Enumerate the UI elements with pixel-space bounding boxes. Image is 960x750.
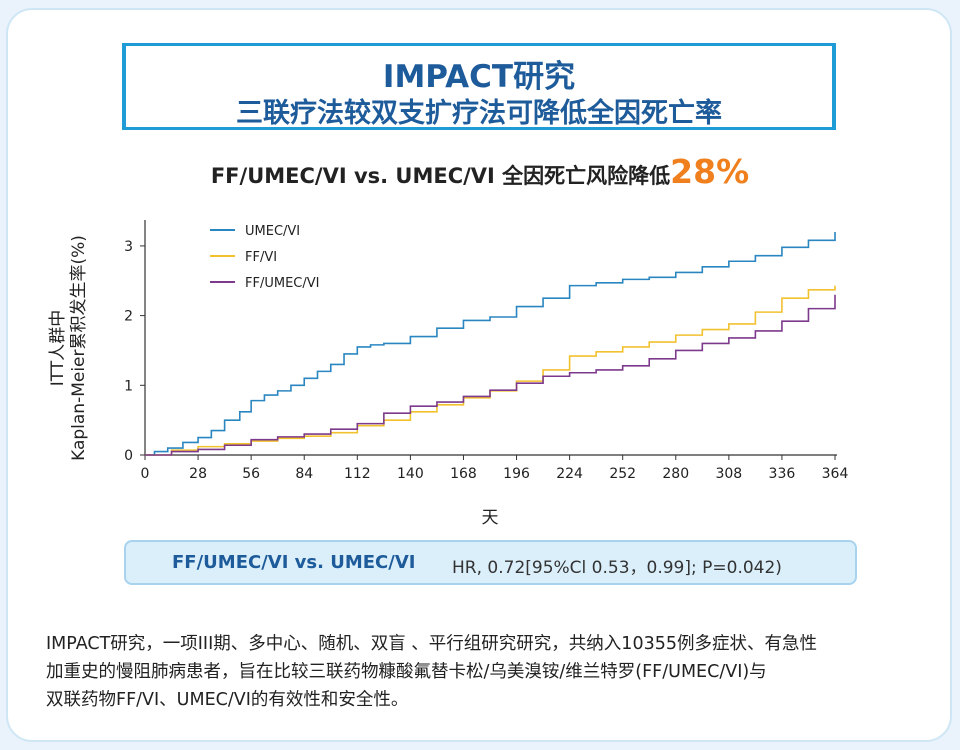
hr-result: HR, 0.72[95%Cl 0.53，0.99]; P=0.042) xyxy=(452,558,782,578)
x-tick-label: 168 xyxy=(450,466,477,482)
headline-text: FF/UMEC/VI vs. UMEC/VI 全因死亡风险降低 xyxy=(210,164,671,188)
series-line xyxy=(145,231,836,456)
x-tick-label: 112 xyxy=(344,466,371,482)
x-axis-label: 天 xyxy=(482,508,499,528)
x-tick-label: 280 xyxy=(662,466,689,482)
chart-axes: 0 28 56 84 112 140 168 196 224 252 280 308 336 364 0 1 2… xyxy=(124,220,848,482)
x-tick-label: 0 xyxy=(141,466,150,482)
legend-label: FF/UMEC/VI xyxy=(245,276,319,291)
x-tick-label: 308 xyxy=(715,466,742,482)
x-tick-label: 140 xyxy=(397,466,424,482)
y-tick-label: 3 xyxy=(124,239,133,255)
study-description: IMPACT研究，一项III期、多中心、随机、双盲 、平行组研究研究，共纳入10… xyxy=(46,630,926,714)
banner-title: IMPACT研究 xyxy=(382,59,576,95)
x-tick-label: 364 xyxy=(822,466,849,482)
y-axis-label-line1: ITT人群中 xyxy=(48,310,68,386)
description-line: 双联药物FF/VI、UMEC/VI的有效性和安全性。 xyxy=(46,690,409,710)
x-tick-label: 336 xyxy=(769,466,796,482)
x-tick-label: 196 xyxy=(503,466,530,482)
y-tick-label: 2 xyxy=(124,309,133,325)
headline-highlight: 28% xyxy=(670,152,750,191)
series-line xyxy=(145,285,836,456)
banner-border-bottom xyxy=(122,127,836,130)
content-card xyxy=(6,8,952,742)
banner-border-right xyxy=(832,43,836,130)
banner-border-top xyxy=(122,43,836,46)
x-tick-label: 224 xyxy=(556,466,583,482)
title-banner: IMPACT研究 三联疗法较双支扩疗法可降低全因死亡率 xyxy=(122,43,836,130)
x-tick-label: 28 xyxy=(189,466,207,482)
km-chart: 0 28 56 84 112 140 168 196 224 252 280 308 336 364 0 1 2… xyxy=(48,220,848,528)
y-axis-label-line2: Kaplan-Meier累积发生率(%) xyxy=(69,235,89,461)
banner-border-left xyxy=(122,43,126,130)
y-tick-label: 0 xyxy=(124,448,133,464)
banner-subtitle: 三联疗法较双支扩疗法可降低全因死亡率 xyxy=(236,98,722,129)
x-tick-label: 252 xyxy=(609,466,636,482)
hr-comparison: FF/UMEC/VI vs. UMEC/VI xyxy=(172,552,416,573)
description-line: IMPACT研究，一项III期、多中心、随机、双盲 、平行组研究研究，共纳入10… xyxy=(46,634,817,654)
series-line xyxy=(145,294,836,456)
legend-label: FF/VI xyxy=(245,250,277,265)
y-tick-label: 1 xyxy=(124,378,133,394)
x-tick-label: 84 xyxy=(295,466,313,482)
x-tick-label: 56 xyxy=(242,466,260,482)
headline: FF/UMEC/VI vs. UMEC/VI 全因死亡风险降低28% xyxy=(0,152,960,191)
description-line: 加重史的慢阻肺病患者，旨在比较三联药物糠酸氟替卡松/乌美溴铵/维兰特罗(FF/U… xyxy=(46,662,767,682)
chart-legend: UMEC/VI FF/VI FF/UMEC/VI xyxy=(210,224,319,291)
legend-label: UMEC/VI xyxy=(245,224,300,239)
hazard-ratio-box: FF/UMEC/VI vs. UMEC/VI HR, 0.72[95%Cl 0.… xyxy=(124,540,857,585)
chart-series xyxy=(145,231,836,456)
